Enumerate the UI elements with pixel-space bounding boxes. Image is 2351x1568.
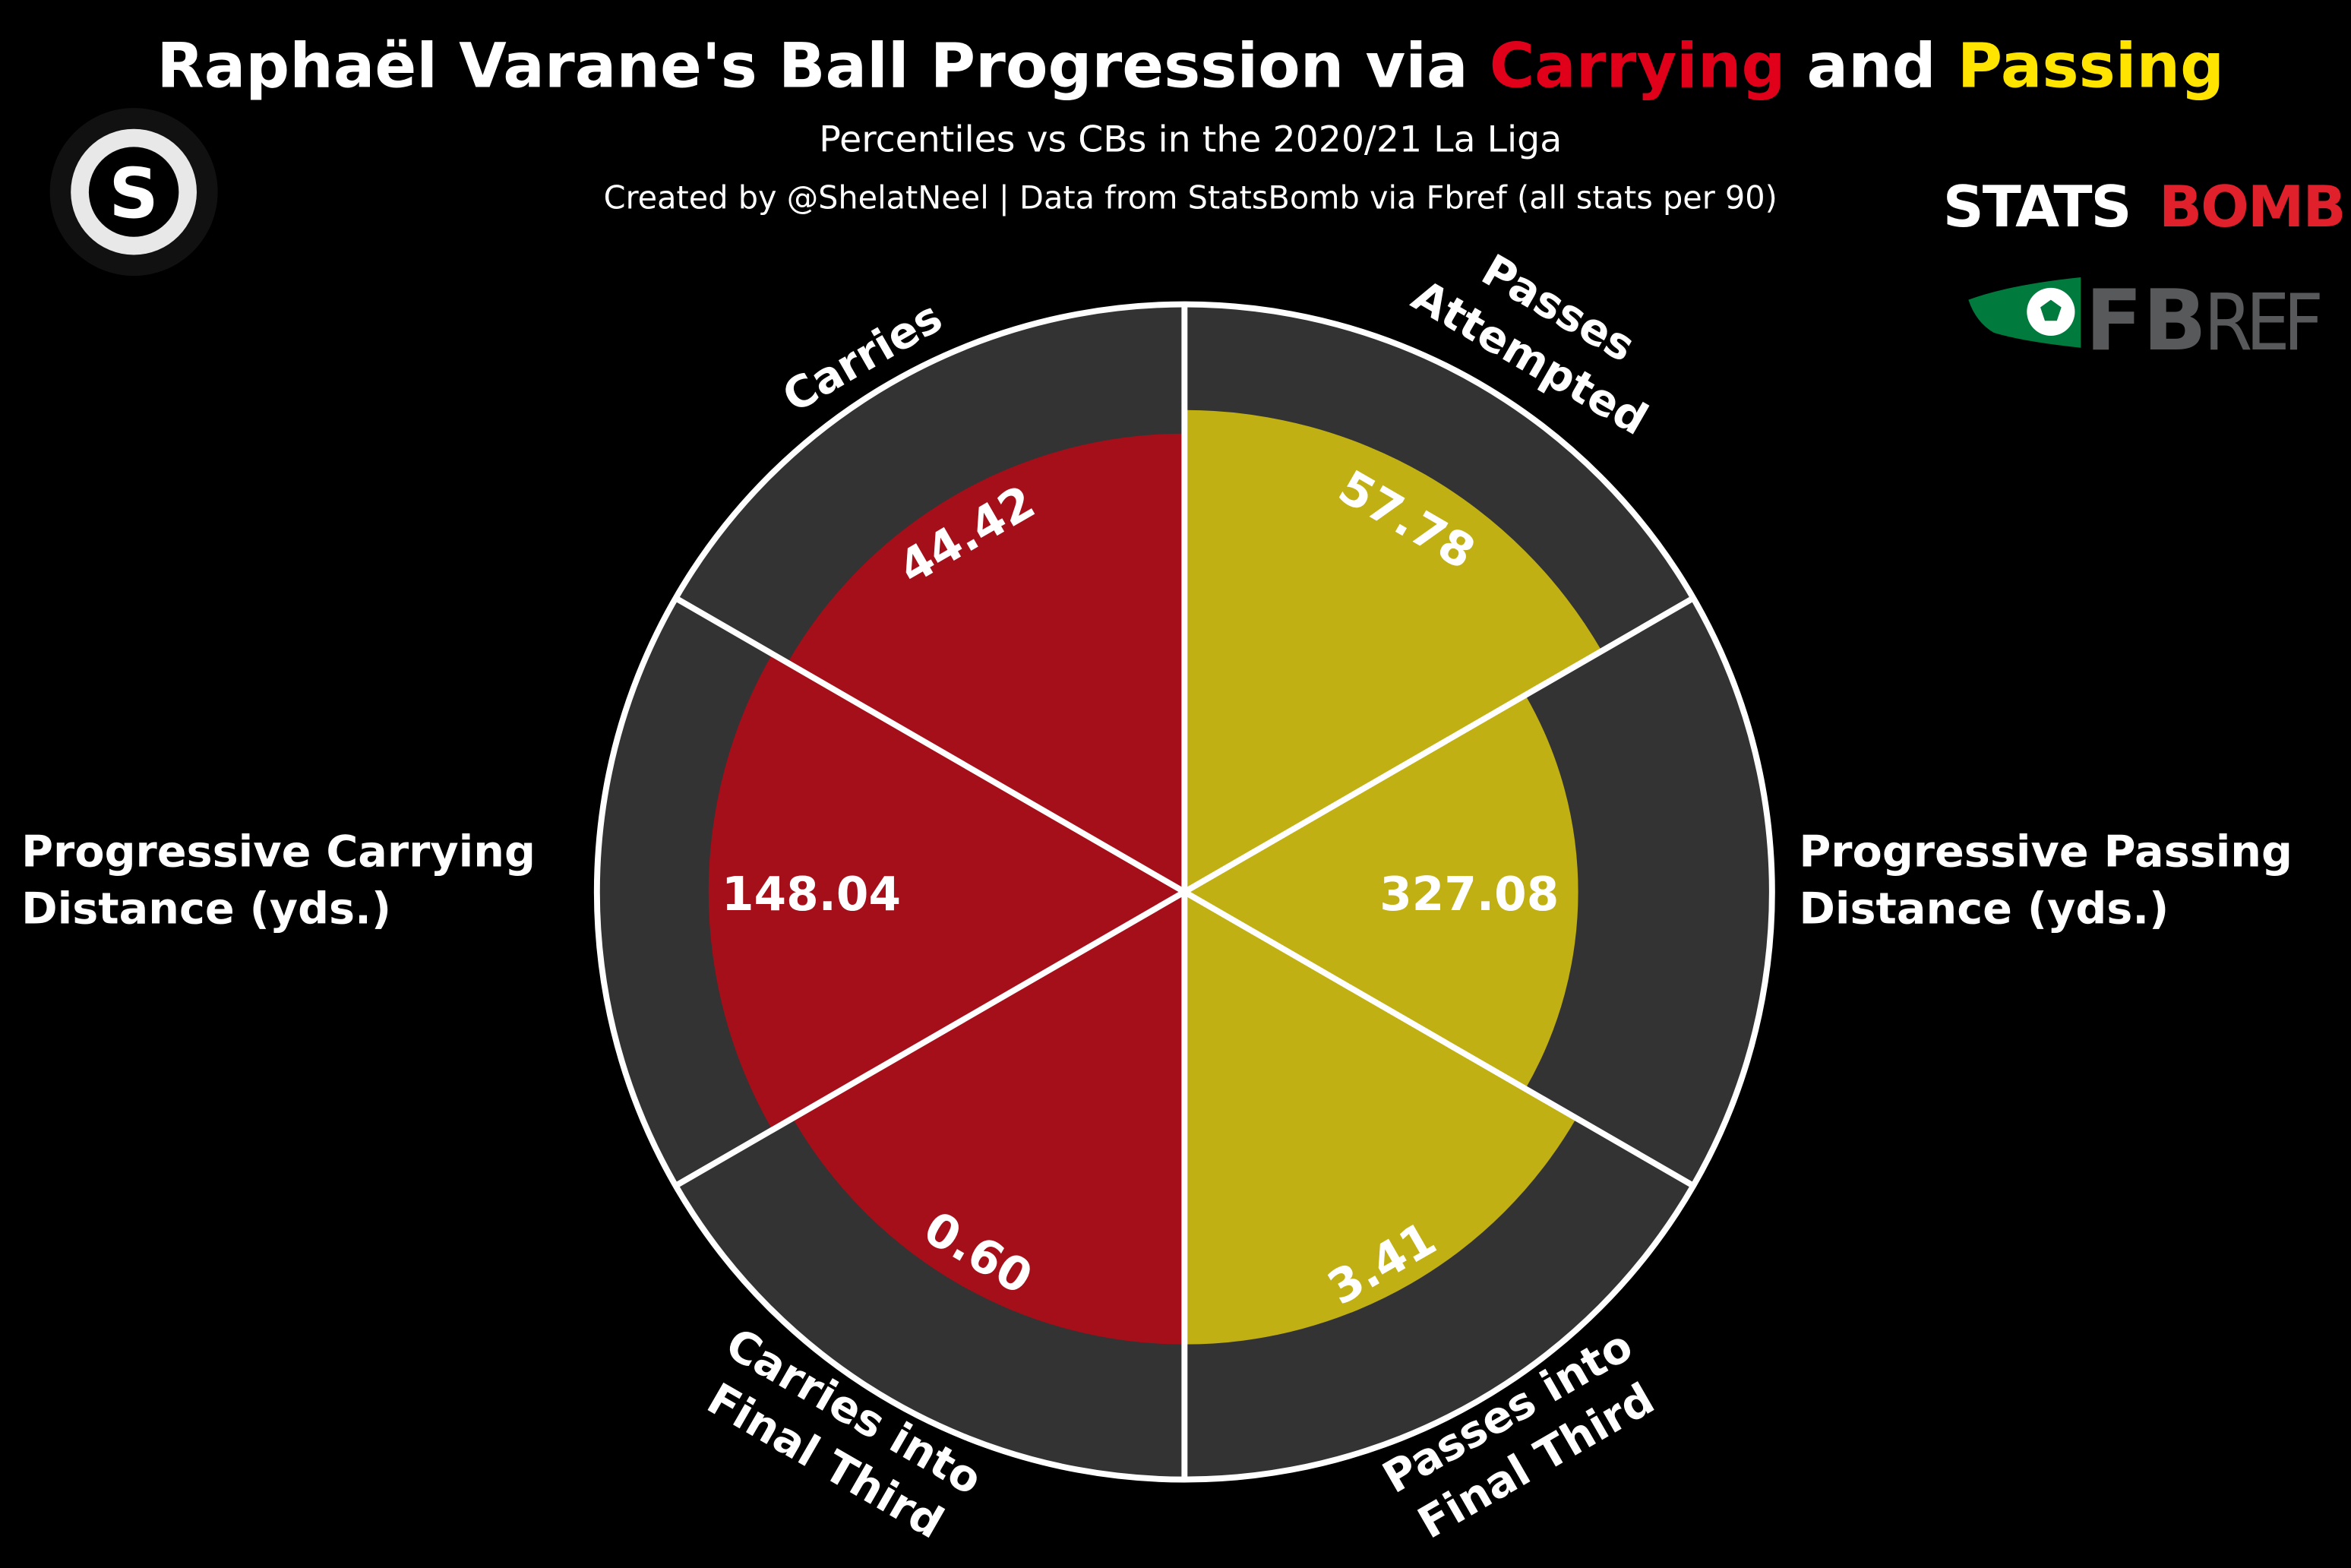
fbref-logo: FB REF bbox=[1968, 272, 2324, 370]
slice-divider bbox=[1183, 595, 1695, 895]
statsbomb-logo: STATS BOMB bbox=[1943, 173, 2346, 240]
slice-bar bbox=[1184, 409, 1602, 893]
svg-text:STATS: STATS bbox=[1943, 173, 2131, 240]
svg-text:BOMB: BOMB bbox=[2159, 173, 2345, 240]
value-label: 148.04 bbox=[722, 868, 901, 922]
outer-ring bbox=[593, 301, 1775, 1483]
title-carrying: Carrying bbox=[1490, 30, 1786, 102]
chart-wedges bbox=[593, 301, 1775, 1483]
slice-bar bbox=[792, 892, 1185, 1345]
svg-text:S: S bbox=[109, 154, 158, 234]
svg-text:FB: FB bbox=[2085, 272, 2207, 370]
category-label: Progressive Carrying Distance (yds.) bbox=[21, 827, 536, 934]
slice-divider bbox=[1183, 889, 1695, 1189]
slice-bar bbox=[787, 433, 1185, 893]
slice-bar bbox=[708, 653, 1185, 1130]
slice-bar bbox=[1184, 694, 1578, 1089]
value-label: 327.08 bbox=[1379, 868, 1559, 922]
category-label-line: Progressive Carrying bbox=[21, 827, 536, 877]
slice-divider bbox=[674, 595, 1187, 895]
chart-subtitle: Percentiles vs CBs in the 2020/21 La Lig… bbox=[819, 119, 1562, 160]
svg-text:REF: REF bbox=[2204, 278, 2324, 368]
slice-divider bbox=[674, 889, 1187, 1189]
category-label-line: Progressive Passing bbox=[1799, 827, 2293, 877]
chart-title: Raphaël Varane's Ball Progression via Ca… bbox=[156, 30, 2224, 102]
slice-bar bbox=[1184, 892, 1577, 1345]
credit-text: Created by @ShelatNeel | Data from Stats… bbox=[604, 179, 1777, 216]
category-label-line: Distance (yds.) bbox=[1799, 884, 2169, 934]
category-label-line: Distance (yds.) bbox=[21, 884, 391, 934]
author-logo: S bbox=[49, 108, 218, 277]
title-passing: Passing bbox=[1958, 30, 2224, 102]
category-label: Progressive Passing Distance (yds.) bbox=[1799, 827, 2293, 934]
